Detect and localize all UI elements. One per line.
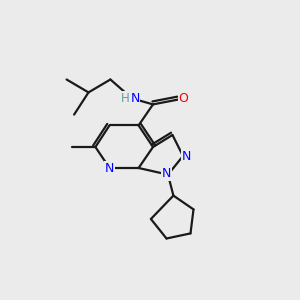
Text: N: N: [162, 167, 171, 180]
Text: N: N: [181, 149, 191, 163]
Text: H: H: [121, 92, 130, 105]
Text: N: N: [105, 161, 114, 175]
Text: N: N: [130, 92, 140, 105]
Text: O: O: [178, 92, 188, 105]
